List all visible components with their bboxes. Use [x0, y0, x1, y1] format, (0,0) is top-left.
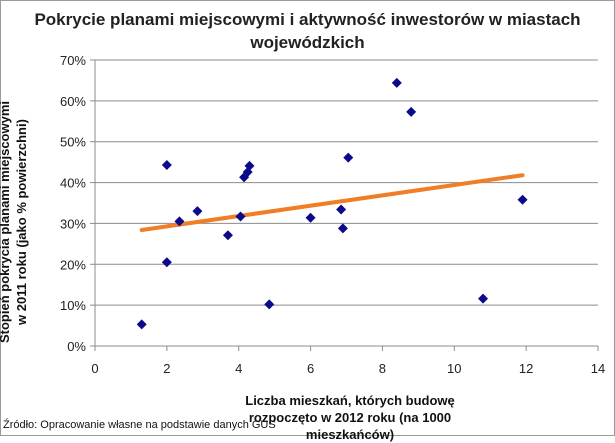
chart-title: Pokrycie planami miejscowymi i aktywność…	[34, 10, 581, 52]
x-tick-label: 6	[307, 361, 314, 376]
y-tick-label: 30%	[60, 216, 86, 231]
data-point	[517, 194, 528, 205]
y-tick-label: 40%	[60, 176, 86, 191]
y-tick-labels: 0% 10% 20% 30% 40% 50% 60% 70%	[60, 53, 86, 354]
data-point	[478, 293, 489, 304]
y-tick-label: 10%	[60, 298, 86, 313]
y-tick-label: 70%	[60, 53, 86, 68]
x-tick-labels: 0 2 4 6 8 10 12 14	[91, 361, 605, 376]
x-tick-label: 0	[91, 361, 98, 376]
data-point	[336, 204, 347, 215]
y-tick-label: 20%	[60, 257, 86, 272]
data-point	[337, 223, 348, 234]
data-point	[174, 216, 185, 227]
data-point	[406, 106, 417, 117]
data-point	[161, 160, 172, 171]
trendline	[139, 173, 525, 232]
data-point	[305, 212, 316, 223]
data-point	[343, 152, 354, 163]
data-point	[222, 230, 233, 241]
data-point	[192, 206, 203, 217]
data-point	[136, 319, 147, 330]
x-tick-label: 8	[379, 361, 386, 376]
x-tick-label: 2	[163, 361, 170, 376]
x-tick-label: 14	[591, 361, 605, 376]
y-tick-label: 60%	[60, 94, 86, 109]
data-point	[235, 211, 246, 222]
data-point	[161, 257, 172, 268]
source-note: Źródło: Opracowanie własne na podstawie …	[3, 419, 276, 431]
axes	[90, 59, 599, 351]
gridlines	[95, 59, 598, 306]
x-tick-label: 12	[519, 361, 533, 376]
data-point	[391, 77, 402, 88]
data-points	[136, 77, 528, 330]
y-tick-label: 0%	[67, 339, 86, 354]
data-point	[244, 160, 255, 171]
trendline-group	[139, 173, 525, 232]
y-tick-label: 50%	[60, 135, 86, 150]
data-point	[264, 299, 275, 310]
x-tick-label: 10	[447, 361, 461, 376]
x-tick-label: 4	[235, 361, 242, 376]
